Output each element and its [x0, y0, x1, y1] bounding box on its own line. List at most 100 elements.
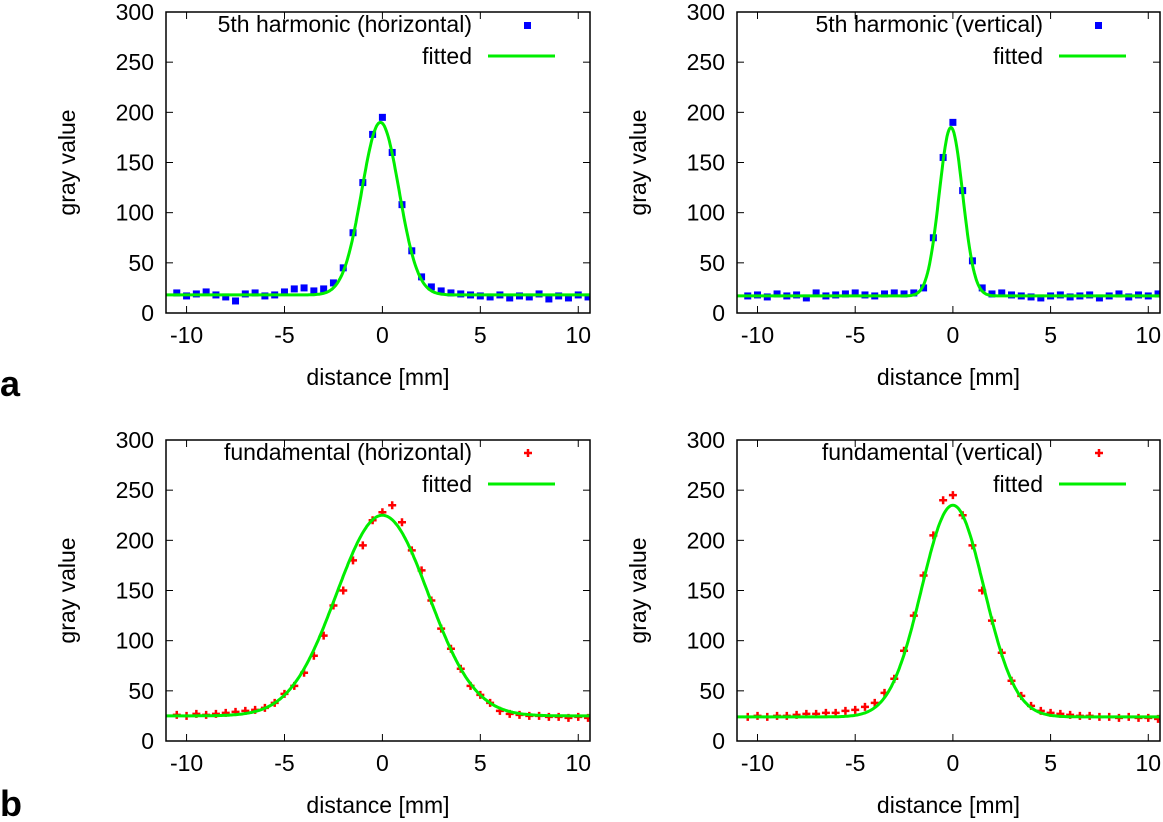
- y-tick-label: 200: [116, 99, 154, 125]
- data-point: [860, 702, 869, 711]
- y-tick-label: 250: [116, 49, 154, 75]
- legend-marker-data: [524, 22, 531, 29]
- panel-label-a: a: [0, 363, 21, 404]
- x-tick-label: -5: [274, 322, 294, 348]
- legend-label-data: 5th harmonic (vertical): [815, 11, 1043, 37]
- y-tick-label: 300: [687, 0, 725, 25]
- data-point: [841, 706, 850, 715]
- x-tick-label: -10: [741, 750, 774, 776]
- data-point: [427, 283, 435, 291]
- x-tick-label: -10: [170, 750, 203, 776]
- data-point: [222, 293, 230, 301]
- data-point: [881, 290, 889, 298]
- y-tick-label: 100: [687, 200, 725, 226]
- fitted-curve: [737, 125, 1160, 298]
- x-tick-label: 5: [474, 750, 487, 776]
- x-tick-label: 0: [376, 322, 389, 348]
- y-tick-label: 150: [116, 150, 154, 176]
- data-point: [447, 289, 455, 297]
- data-point: [506, 294, 514, 302]
- x-axis-label: distance [mm]: [877, 364, 1020, 390]
- data-point: [584, 293, 590, 301]
- data-point: [378, 113, 386, 121]
- data-point: [358, 541, 367, 550]
- data-point: [339, 586, 348, 595]
- data-point: [939, 496, 948, 505]
- data-point: [1154, 290, 1160, 298]
- data-point: [1037, 294, 1045, 302]
- legend-label-fit: fitted: [422, 43, 472, 69]
- legend-label-fit: fitted: [993, 471, 1043, 497]
- x-tick-label: 0: [946, 322, 959, 348]
- data-point: [388, 501, 397, 510]
- legend-marker-data: [1095, 449, 1103, 457]
- data-point: [851, 705, 860, 714]
- x-tick-label: 0: [376, 750, 389, 776]
- plot-area: [166, 113, 590, 305]
- data-point: [564, 294, 572, 302]
- y-tick-label: 300: [116, 427, 154, 453]
- data-point: [397, 518, 406, 527]
- data-point: [1115, 290, 1123, 298]
- legend-label-fit: fitted: [422, 471, 472, 497]
- data-point: [486, 293, 494, 301]
- data-point: [310, 287, 318, 295]
- y-tick-label: 300: [687, 427, 725, 453]
- data-point: [545, 295, 553, 303]
- y-tick-label: 250: [116, 477, 154, 503]
- y-tick-label: 50: [699, 678, 725, 704]
- y-tick-label: 50: [699, 250, 725, 276]
- y-tick-label: 250: [687, 49, 725, 75]
- data-point: [300, 284, 308, 292]
- data-point: [320, 285, 328, 293]
- panel-label-b: b: [0, 783, 22, 822]
- x-axis-label: distance [mm]: [306, 364, 449, 390]
- y-tick-label: 200: [687, 99, 725, 125]
- y-tick-label: 50: [128, 678, 154, 704]
- plot-area: [737, 118, 1160, 302]
- x-tick-label: 5: [1044, 750, 1057, 776]
- x-tick-label: 10: [1135, 322, 1161, 348]
- plot-frame: [736, 11, 1161, 314]
- y-tick-label: 100: [116, 628, 154, 654]
- y-tick-label: 200: [116, 527, 154, 553]
- y-tick-label: 300: [116, 0, 154, 25]
- data-point: [978, 284, 986, 292]
- data-point: [988, 290, 996, 298]
- x-tick-label: 10: [1135, 750, 1161, 776]
- x-axis-label: distance [mm]: [877, 792, 1020, 818]
- data-point: [851, 289, 859, 297]
- data-point: [329, 279, 337, 287]
- y-tick-label: 200: [687, 527, 725, 553]
- y-tick-label: 0: [141, 728, 154, 754]
- data-point: [232, 297, 240, 305]
- x-tick-label: 10: [565, 750, 591, 776]
- x-tick-label: -5: [845, 322, 865, 348]
- fitted-curve: [737, 503, 1160, 719]
- data-point: [841, 290, 849, 298]
- data-point: [870, 698, 879, 707]
- data-point: [890, 289, 898, 297]
- x-axis-label: distance [mm]: [306, 792, 449, 818]
- legend-label-data: 5th harmonic (horizontal): [218, 11, 472, 37]
- legend-marker-data: [524, 449, 532, 457]
- data-point: [290, 285, 298, 293]
- data-point: [998, 289, 1006, 297]
- data-point: [525, 293, 533, 301]
- legend-label-fit: fitted: [993, 43, 1043, 69]
- data-point: [812, 289, 820, 297]
- fitted-curve: [166, 120, 590, 297]
- data-point: [202, 288, 210, 296]
- plot-area: [166, 501, 590, 722]
- data-point: [773, 290, 781, 298]
- plot-frame: [165, 11, 591, 314]
- y-tick-label: 100: [687, 628, 725, 654]
- y-tick-label: 150: [116, 578, 154, 604]
- legend-marker-data: [1095, 22, 1102, 29]
- data-point: [251, 289, 259, 297]
